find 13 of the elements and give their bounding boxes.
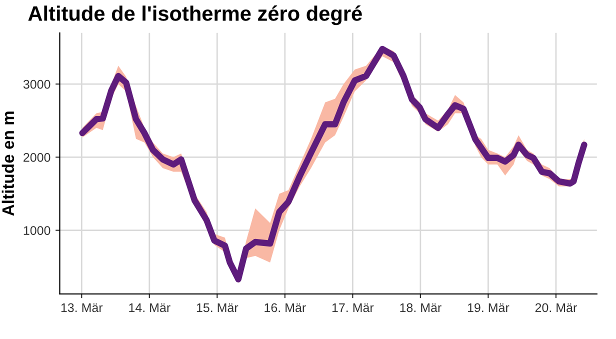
x-tick-label: 19. Mär — [468, 303, 510, 312]
x-tick-label: 18. Mär — [400, 303, 442, 312]
chart-title: Altitude de l'isotherme zéro degré — [28, 5, 362, 26]
x-tick-label: 16. Mär — [264, 303, 306, 312]
x-tick-label: 20. Mär — [535, 303, 577, 312]
x-tick-label: 15. Mär — [196, 303, 238, 312]
y-tick-label: 3000 — [23, 80, 50, 89]
y-tick-label: 2000 — [24, 152, 50, 162]
x-tick-label: 13. Mär — [61, 303, 103, 312]
y-tick-label: 1000 — [24, 226, 50, 235]
x-tick-label: 17. Mär — [332, 303, 374, 312]
y-axis-title: Altitude en m — [2, 112, 14, 216]
x-tick-label: 14. Mär — [129, 303, 170, 312]
